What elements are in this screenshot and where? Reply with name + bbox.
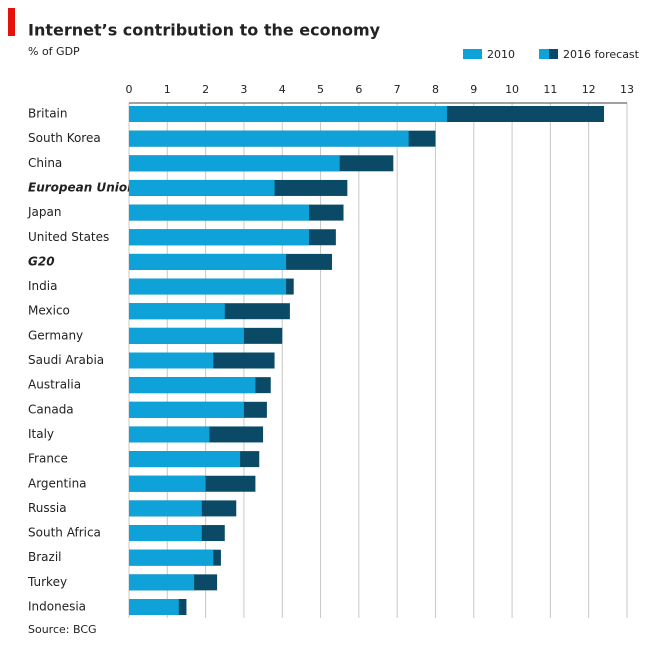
bar [129,253,287,270]
bar [129,229,310,246]
x-tick-label: 0 [126,83,133,96]
y-tick-label: Germany [28,328,83,342]
y-tick-label: Indonesia [28,600,86,614]
bar [129,401,244,418]
x-tick-label: 12 [582,83,596,96]
y-tick-label: India [28,279,57,293]
y-tick-label: France [28,452,68,466]
x-tick-label: 3 [240,83,247,96]
x-tick-label: 7 [394,83,401,96]
x-tick-label: 13 [620,83,634,96]
x-tick-label: 4 [279,83,286,96]
chart-title: Internet’s contribution to the economy [28,21,381,40]
y-tick-label: European Union [28,180,136,194]
y-tick-label: Saudi Arabia [28,353,104,367]
y-tick-label: Italy [28,427,54,441]
bar [129,377,256,394]
y-tick-label: Australia [28,378,81,392]
y-tick-label: Canada [28,402,74,416]
bar [129,426,210,443]
legend-swatch [539,49,549,59]
bar [129,475,206,492]
bar [129,599,179,615]
bar [129,130,409,147]
x-tick-label: 5 [317,83,324,96]
bar [129,155,340,172]
bar [129,549,214,566]
x-tick-label: 6 [355,83,362,96]
bar [129,500,202,517]
bar [129,327,244,344]
x-tick-label: 11 [543,83,557,96]
bar [129,352,214,369]
chart-subtitle: % of GDP [28,45,80,58]
x-tick-label: 10 [505,83,519,96]
source: Source: BCG [28,623,97,636]
y-tick-label: Argentina [28,476,87,490]
bar [129,303,225,320]
x-tick-label: 8 [432,83,439,96]
y-tick-label: Russia [28,501,67,515]
bar [129,574,195,591]
y-tick-label: United States [28,230,109,244]
x-tick-label: 9 [470,83,477,96]
bar [129,204,310,221]
legend-swatch [549,49,558,59]
bar [129,278,287,295]
y-tick-label: South Africa [28,526,101,540]
bar [129,451,241,468]
bar [129,525,202,542]
y-tick-label: China [28,156,62,170]
legend-label: 2016 forecast [563,48,640,61]
bar [129,106,447,122]
y-tick-label: Mexico [28,304,70,318]
y-tick-label: Japan [27,205,61,219]
x-tick-label: 2 [202,83,209,96]
y-tick-label: G20 [28,254,55,268]
legend-swatch [463,49,482,59]
y-tick-label: Britain [28,107,68,121]
brand-mark [8,8,15,36]
x-tick-label: 1 [164,83,171,96]
y-tick-label: Turkey [27,575,67,589]
bar [129,179,275,196]
y-tick-label: South Korea [28,131,101,145]
legend-label: 2010 [487,48,515,61]
y-tick-label: Brazil [28,550,62,564]
